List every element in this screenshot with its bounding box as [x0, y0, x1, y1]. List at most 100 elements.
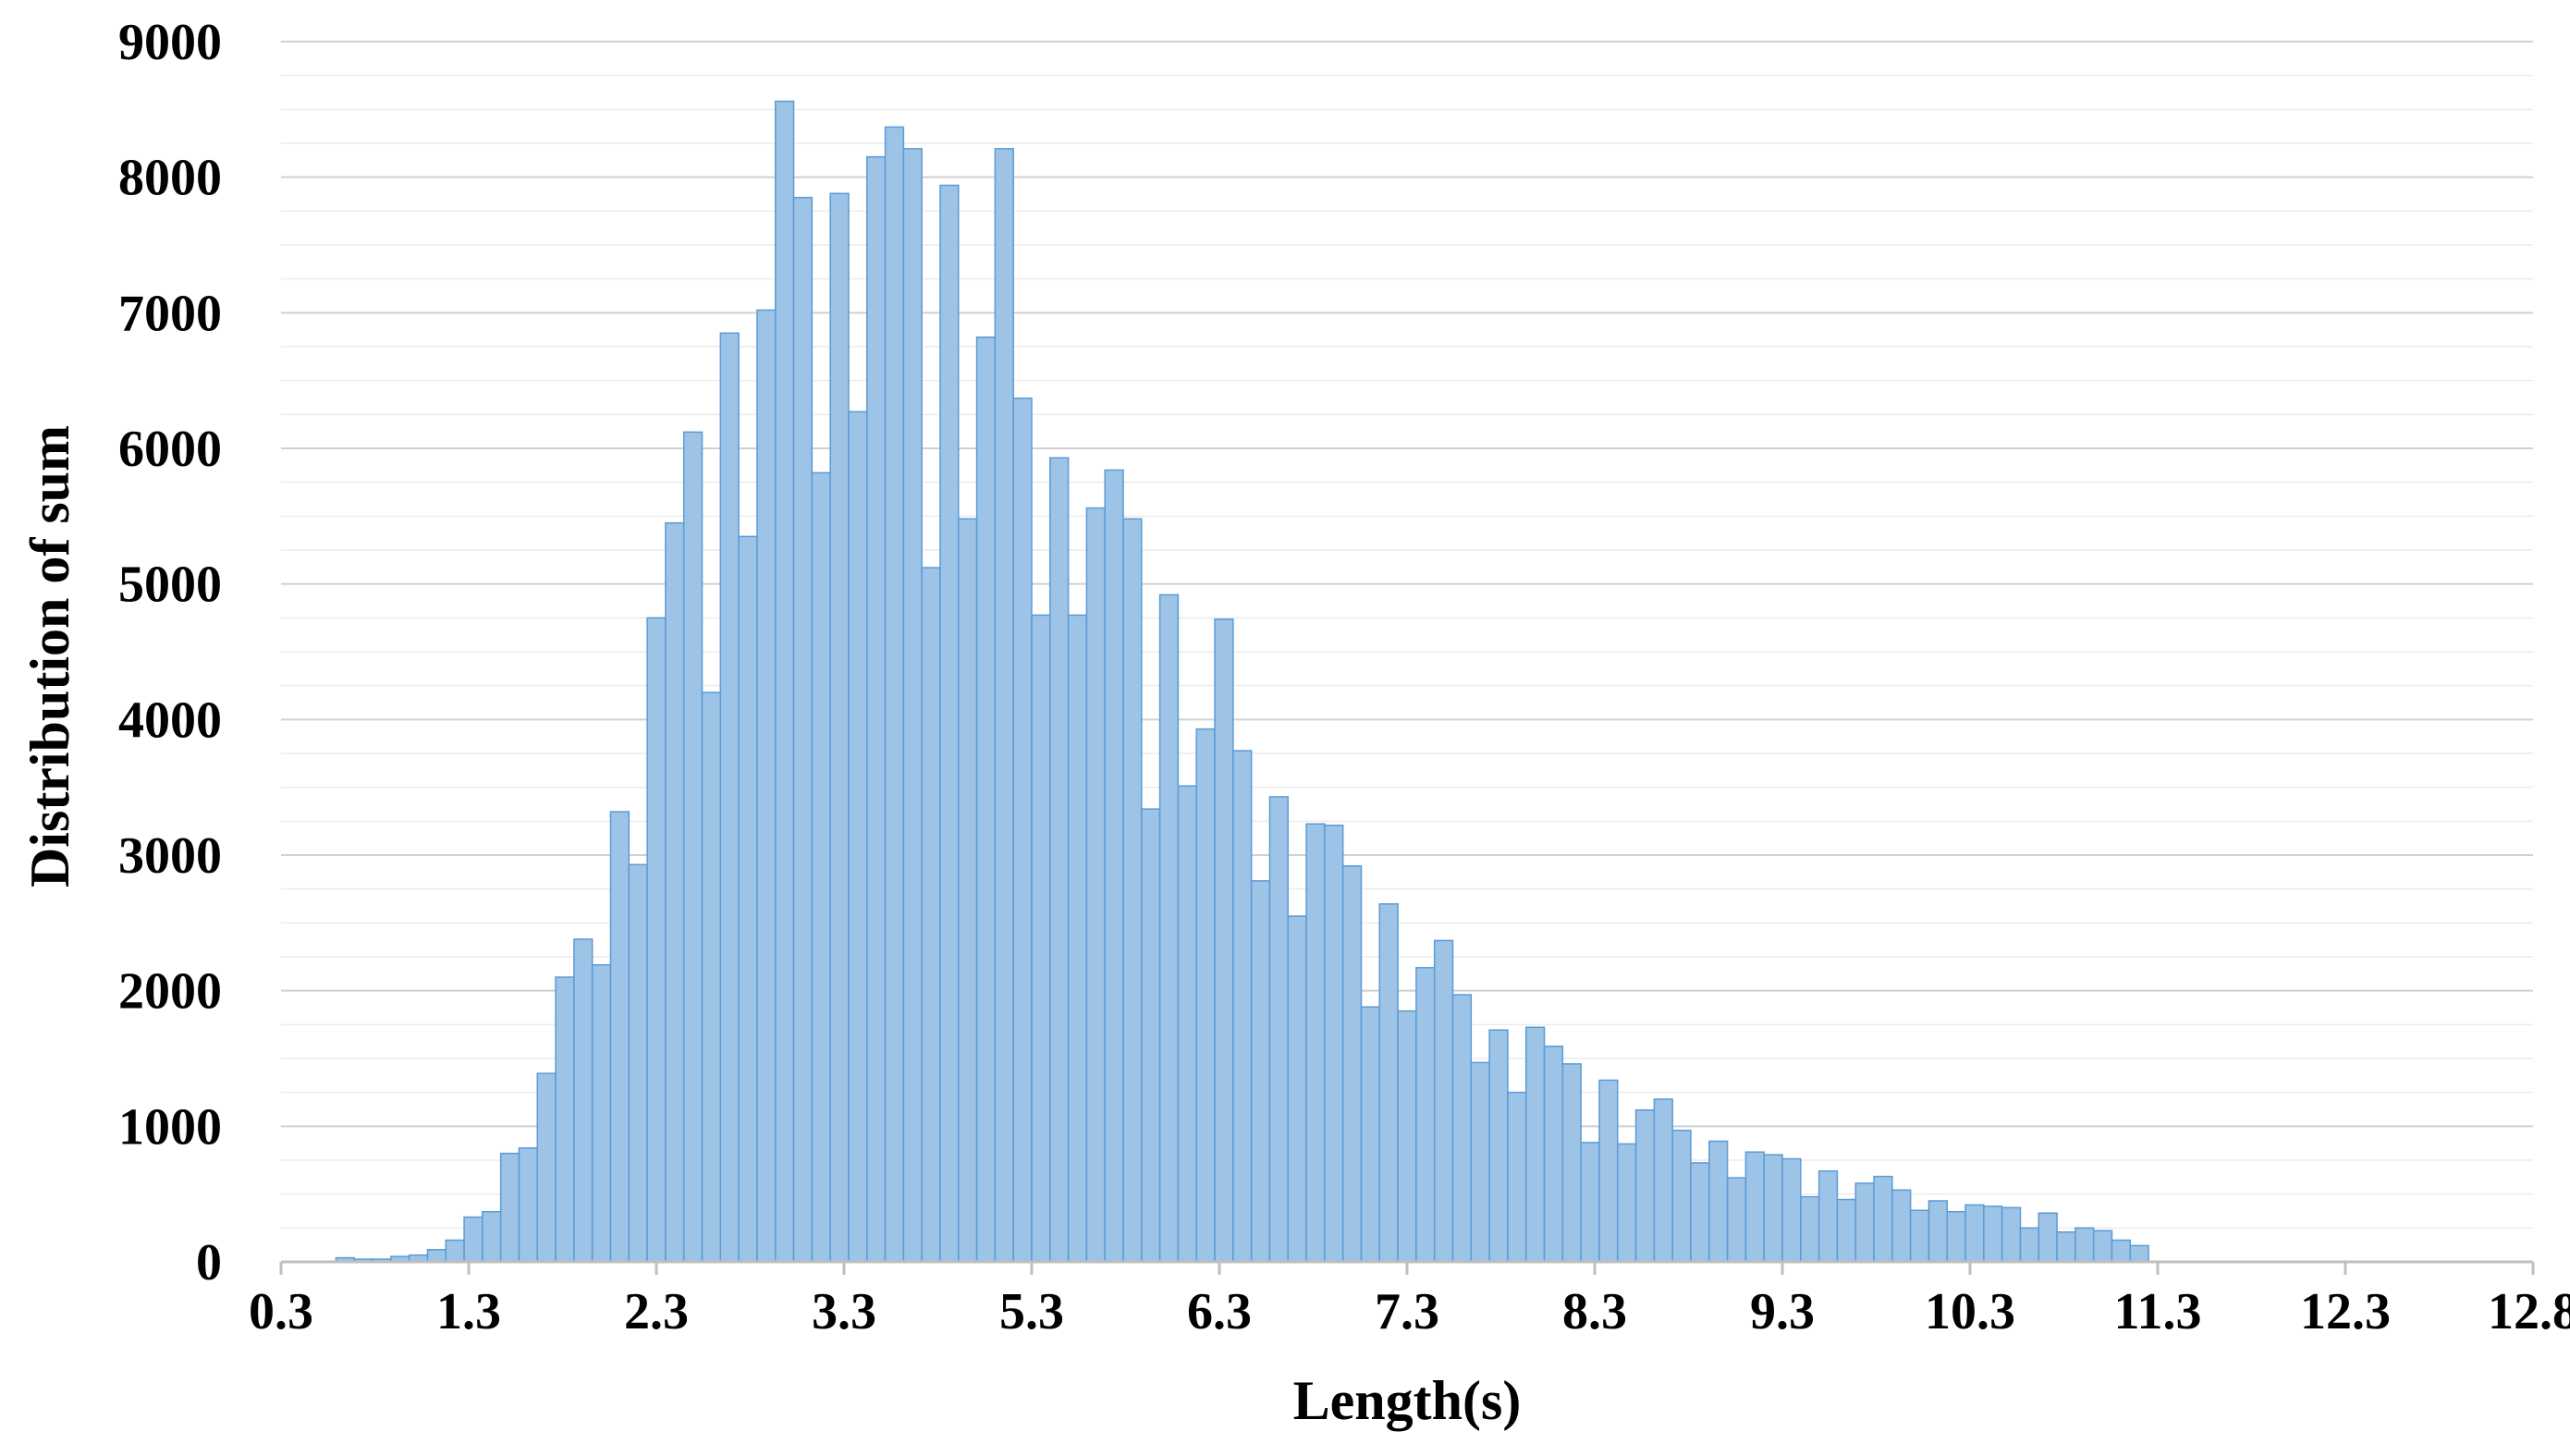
- histogram-bar: [2019, 1227, 2040, 1263]
- histogram-bar: [1891, 1189, 1912, 1263]
- histogram-bar: [1800, 1195, 1820, 1263]
- histogram-bar: [573, 938, 594, 1263]
- x-tick-label: 3.3: [812, 1283, 876, 1340]
- y-tick-label: 9000: [118, 14, 222, 71]
- x-tick-label: 1.3: [436, 1283, 501, 1340]
- x-tick-label: 12.8: [2488, 1283, 2570, 1340]
- y-tick-label: 1000: [118, 1098, 222, 1156]
- histogram-bar: [591, 964, 612, 1263]
- x-tick-label: 6.3: [1187, 1283, 1252, 1340]
- histogram-bar: [939, 184, 960, 1263]
- histogram-bar: [1836, 1198, 1856, 1263]
- histogram-bar: [518, 1147, 539, 1263]
- x-tick-label: 7.3: [1375, 1283, 1439, 1340]
- histogram-bar: [1726, 1177, 1747, 1263]
- histogram-bar: [445, 1239, 465, 1263]
- histogram-bar: [2111, 1239, 2132, 1263]
- histogram-bar: [1141, 808, 1161, 1263]
- x-tick-label: 10.3: [1925, 1283, 2015, 1340]
- histogram-bar: [1250, 880, 1271, 1263]
- histogram-bar: [719, 332, 740, 1263]
- histogram-bar: [1964, 1204, 1985, 1263]
- histogram-bar: [1085, 507, 1106, 1263]
- histogram-bar: [1232, 750, 1253, 1263]
- histogram-bar: [482, 1210, 502, 1263]
- histogram-bar: [1928, 1200, 1948, 1263]
- histogram-bar: [811, 471, 831, 1263]
- y-tick-label: 6000: [118, 421, 222, 478]
- histogram-bar: [921, 567, 941, 1263]
- axes: [279, 1260, 2535, 1275]
- histogram-bar: [792, 196, 814, 1263]
- x-tick-label: 12.3: [2300, 1283, 2391, 1340]
- histogram-bar: [975, 336, 997, 1263]
- y-tick-label: 2000: [118, 963, 222, 1021]
- histogram-bar: [1415, 966, 1436, 1263]
- x-tick-label: 8.3: [1562, 1283, 1627, 1340]
- histogram-bar: [1470, 1061, 1490, 1263]
- histogram-bar: [1158, 593, 1180, 1263]
- histogram-bar: [829, 192, 850, 1263]
- histogram-bar: [499, 1152, 520, 1263]
- histogram-bar: [665, 521, 685, 1263]
- histogram-bar: [555, 976, 575, 1263]
- histogram-bar: [756, 309, 777, 1263]
- x-tick-labels: 0.3 1.3 2.3 3.3 5.3 6.3 7.3 8.3 9.3 10.3 11.3 12.3 1…: [249, 1283, 2570, 1340]
- histogram-bar: [1341, 864, 1363, 1263]
- histogram-bar: [1909, 1209, 1930, 1263]
- histogram-bar: [1012, 397, 1033, 1263]
- y-tick-label: 7000: [118, 285, 222, 342]
- histogram-bar: [1854, 1182, 1875, 1263]
- histogram-bar: [1598, 1079, 1619, 1263]
- histogram-bar: [1378, 903, 1399, 1263]
- histogram-bar: [1817, 1169, 1839, 1263]
- histogram-bar: [1214, 618, 1234, 1263]
- x-tick-label: 2.3: [624, 1283, 689, 1340]
- histogram-bar: [738, 535, 758, 1263]
- histogram-bar: [1324, 824, 1344, 1263]
- histogram-bar: [1781, 1157, 1802, 1263]
- histogram-bar: [646, 617, 667, 1263]
- y-tick-label: 0: [196, 1234, 222, 1291]
- y-tick-label: 4000: [118, 691, 222, 749]
- bars: [335, 100, 2149, 1263]
- histogram-bar: [2129, 1244, 2149, 1263]
- y-tick-label: 3000: [118, 827, 222, 885]
- histogram-bar: [1177, 785, 1197, 1263]
- histogram-bar: [994, 148, 1014, 1263]
- y-tick-label: 5000: [118, 557, 222, 614]
- histogram-bar: [2038, 1212, 2058, 1263]
- x-tick-label: 11.3: [2114, 1283, 2202, 1340]
- histogram-bar: [1634, 1108, 1656, 1263]
- histogram-bar: [1031, 614, 1051, 1263]
- histogram-bar: [1488, 1029, 1509, 1263]
- histogram-bar: [1104, 469, 1124, 1263]
- histogram-bar: [1433, 939, 1454, 1263]
- histogram-bar: [1543, 1046, 1564, 1263]
- histogram-bar: [2074, 1227, 2095, 1263]
- histogram-bar: [2056, 1230, 2076, 1263]
- histogram-bar: [426, 1249, 447, 1263]
- y-tick-labels: 0 1000 2000 3000 4000 5000 6000 7000 8000 9000: [118, 14, 222, 1291]
- histogram-bar: [1397, 1009, 1417, 1263]
- histogram-bar: [1451, 994, 1473, 1263]
- histogram-bar: [682, 431, 704, 1263]
- histogram-bar: [628, 863, 648, 1263]
- histogram-bar: [1561, 1063, 1582, 1263]
- histogram-bar: [884, 126, 905, 1263]
- x-tick-label: 0.3: [249, 1283, 313, 1340]
- histogram-bar: [902, 148, 923, 1263]
- histogram-bar: [958, 518, 978, 1263]
- histogram-bar: [1287, 915, 1307, 1263]
- histogram-bar: [1671, 1129, 1692, 1263]
- histogram-bar: [536, 1072, 557, 1263]
- histogram-bar: [1067, 614, 1088, 1263]
- histogram-bar: [1708, 1140, 1729, 1263]
- histogram-bar: [866, 155, 887, 1263]
- histogram-bar: [1763, 1154, 1783, 1263]
- histogram-bar: [1946, 1210, 1966, 1263]
- histogram-bar: [2092, 1230, 2113, 1263]
- histogram-bar: [1744, 1151, 1765, 1263]
- histogram-bar: [1268, 796, 1290, 1263]
